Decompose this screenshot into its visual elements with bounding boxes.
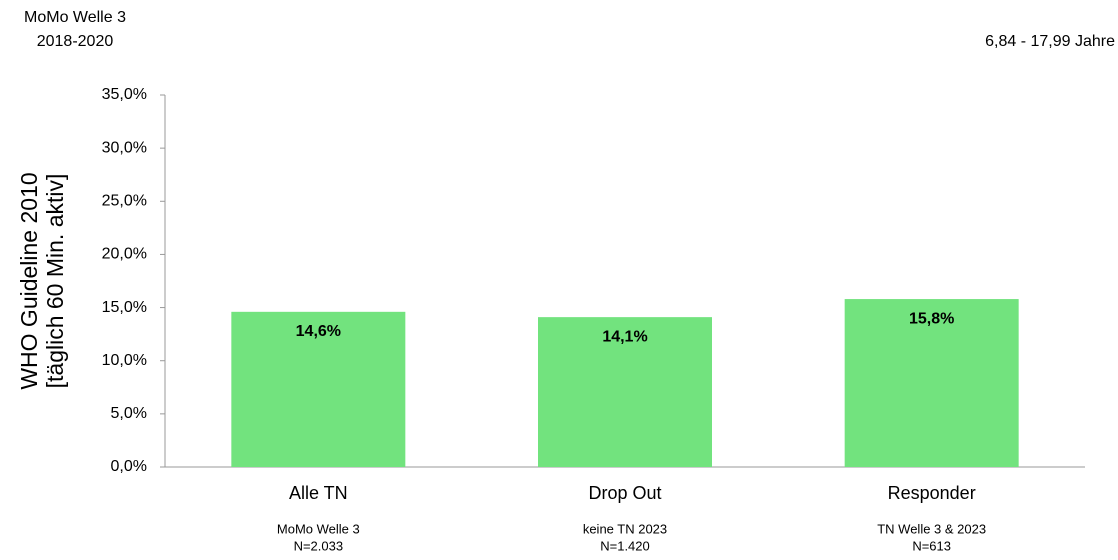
y-axis-label: [täglich 60 Min. aktiv]	[42, 174, 68, 389]
category-note: N=613	[912, 538, 951, 553]
category-note: keine TN 2023	[583, 521, 667, 536]
x-tick-label: Responder	[888, 483, 976, 503]
y-tick-label: 5,0%	[111, 405, 147, 422]
y-tick-label: 35,0%	[102, 86, 147, 103]
bar	[844, 299, 1019, 467]
chart-subtitle: 2018-2020	[37, 33, 114, 50]
value-label: 14,6%	[296, 323, 341, 340]
value-label: 14,1%	[602, 328, 647, 345]
chart-title: MoMo Welle 3	[24, 9, 126, 26]
y-tick-label: 20,0%	[102, 246, 147, 263]
category-note: N=1.420	[600, 538, 650, 553]
annotation: 6,84 - 17,99 Jahre	[985, 33, 1115, 50]
category-note: MoMo Welle 3	[277, 521, 360, 536]
bar	[231, 311, 406, 467]
y-tick-label: 15,0%	[102, 299, 147, 316]
x-tick-label: Alle TN	[289, 483, 348, 503]
y-tick-label: 30,0%	[102, 139, 147, 156]
y-axis-label: WHO Guideline 2010	[16, 172, 42, 389]
y-tick-label: 10,0%	[102, 352, 147, 369]
y-tick-label: 25,0%	[102, 193, 147, 210]
category-note: N=2.033	[294, 538, 344, 553]
bar	[538, 317, 712, 467]
x-tick-label: Drop Out	[588, 483, 661, 503]
value-label: 15,8%	[909, 310, 954, 327]
category-note: TN Welle 3 & 2023	[877, 521, 986, 536]
y-tick-label: 0,0%	[111, 458, 147, 475]
